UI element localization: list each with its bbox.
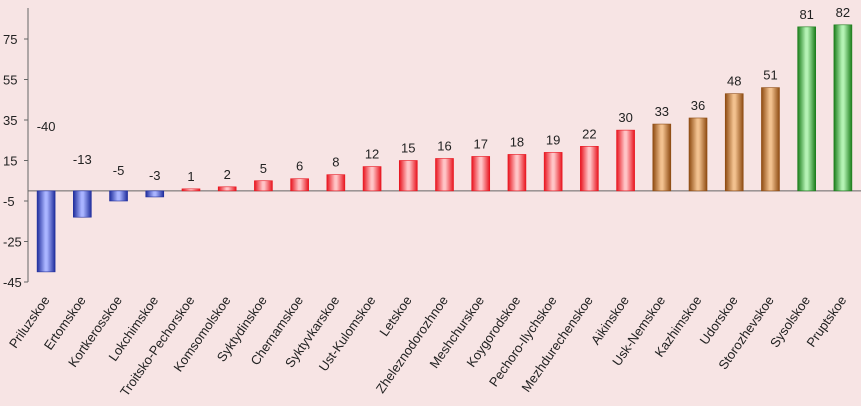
value-label: 5	[260, 161, 267, 176]
bar-kortkerosskoe	[109, 190, 128, 202]
value-label: 16	[437, 138, 451, 153]
bar-lokchimskoe	[145, 190, 165, 198]
y-tick-label: 55	[3, 73, 17, 88]
value-label: 82	[836, 5, 850, 20]
value-label: 36	[691, 98, 705, 113]
bar-ertomskoe	[73, 190, 92, 218]
bar-udorskoe	[724, 93, 744, 192]
bar-syktydinskoe	[254, 180, 273, 192]
bar-priluzskoe	[36, 190, 56, 273]
value-label: 19	[546, 132, 560, 147]
bar-mezhdurechenskoe	[580, 146, 599, 192]
value-label: 1	[187, 169, 194, 184]
bar-sysolskoe	[797, 26, 816, 192]
bar-syktyvkarskoe	[326, 174, 346, 192]
value-label: 18	[510, 134, 524, 149]
y-tick-label: 15	[3, 154, 17, 169]
bar-kazhimskoe	[688, 117, 708, 192]
bar-pruptskoe	[833, 24, 853, 192]
value-label: 51	[763, 68, 777, 83]
bar-ust-kulomskoe	[362, 166, 382, 192]
y-tick-label: -45	[3, 275, 22, 290]
category-label: Pechoro-Ilychskoe	[486, 293, 560, 389]
y-tick-label: 35	[3, 113, 17, 128]
bar-letskoe	[398, 160, 418, 192]
value-label: 30	[618, 110, 632, 125]
bar-meshchurskoe	[471, 156, 491, 192]
value-label: 6	[296, 159, 303, 174]
value-label: 12	[365, 147, 379, 162]
bar-pechoro-ilychskoe	[543, 152, 563, 192]
value-label: -13	[73, 152, 92, 167]
category-label: Letskoe	[376, 293, 414, 339]
value-label: 17	[473, 136, 487, 151]
bar-chernamskoe	[290, 178, 309, 192]
value-label: 33	[655, 104, 669, 119]
y-tick-label: -5	[3, 194, 15, 209]
value-label: 81	[799, 7, 813, 22]
bar-komsomolskoe	[217, 186, 237, 192]
value-label: -40	[37, 119, 56, 134]
y-tick-label: -25	[3, 235, 22, 250]
bar-storozhevskoe	[761, 87, 780, 192]
y-tick-label: 75	[3, 32, 17, 47]
value-label: 22	[582, 126, 596, 141]
value-label: 8	[332, 155, 339, 170]
value-label: -5	[113, 163, 125, 178]
value-label: 15	[401, 141, 415, 156]
value-label: 2	[224, 167, 231, 182]
value-label: -3	[149, 168, 161, 183]
bar-aikinskoe	[616, 129, 635, 192]
bar-koygorodskoe	[507, 154, 527, 192]
bar-usk-nemskoe	[652, 123, 672, 192]
bar-troitsko-pechorskoe	[181, 188, 201, 192]
value-label: 48	[727, 74, 741, 89]
bar-zheleznodorozhnoe	[435, 158, 454, 192]
